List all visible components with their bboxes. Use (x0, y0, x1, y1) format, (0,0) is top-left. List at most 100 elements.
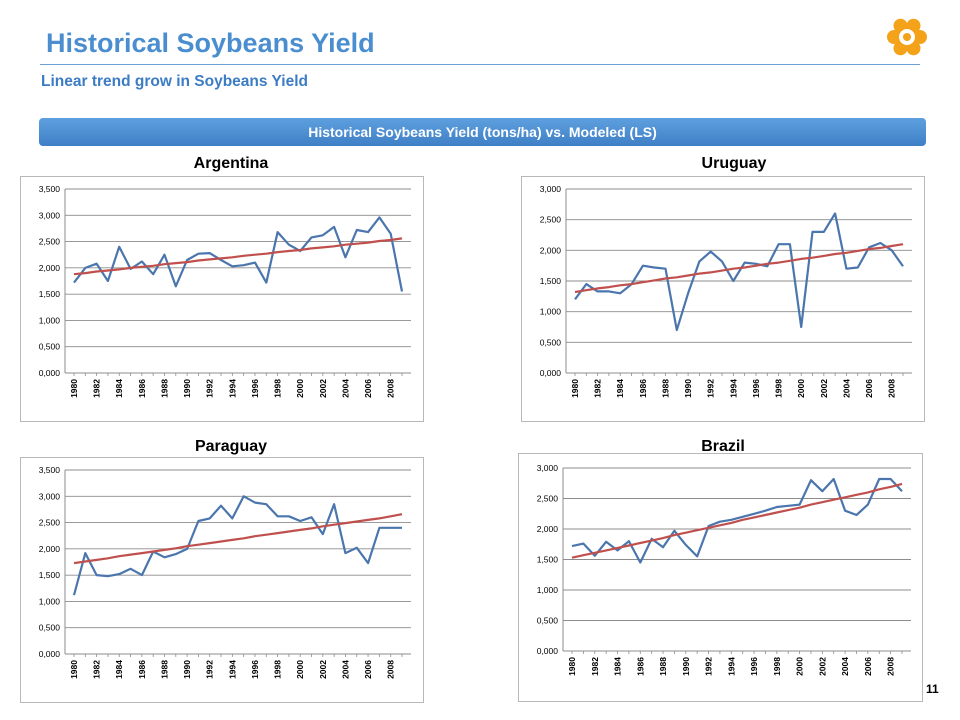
x-tick-label: 1984 (114, 660, 124, 679)
x-tick-label: 2008 (386, 660, 396, 679)
x-tick-label: 2006 (863, 657, 873, 676)
x-tick-label: 2002 (318, 379, 328, 398)
x-tick-label: 1986 (137, 379, 147, 398)
x-tick-label: 1992 (205, 379, 215, 398)
y-tick-label: 0,500 (39, 342, 61, 352)
x-tick-label: 1994 (227, 379, 237, 398)
logo-center (903, 33, 911, 41)
x-tick-label: 1982 (593, 379, 603, 398)
x-tick-label: 1988 (159, 379, 169, 398)
x-tick-label: 1980 (567, 657, 577, 676)
x-tick-label: 2000 (295, 379, 305, 398)
x-tick-label: 1996 (749, 657, 759, 676)
y-tick-label: 0,000 (39, 649, 61, 659)
y-tick-label: 2,000 (537, 524, 559, 534)
y-tick-label: 2,000 (39, 263, 61, 273)
y-tick-label: 3,000 (39, 491, 61, 501)
page-title: Historical Soybeans Yield (46, 28, 375, 58)
x-tick-label: 2004 (340, 379, 350, 398)
x-tick-label: 1982 (92, 660, 102, 679)
y-tick-label: 1,000 (540, 307, 562, 317)
y-tick-label: 0,000 (39, 368, 61, 378)
x-tick-label: 1998 (772, 657, 782, 676)
series-actual-line (574, 212, 904, 332)
y-tick-label: 2,000 (39, 544, 61, 554)
x-tick-label: 1998 (273, 379, 283, 398)
page-subtitle: Linear trend grow in Soybeans Yield (41, 73, 309, 90)
chart-title-brazil: Brazil (701, 438, 745, 455)
y-tick-label: 1,000 (537, 585, 559, 595)
x-tick-label: 1986 (638, 379, 648, 398)
y-tick-label: 2,500 (540, 215, 562, 225)
chart-title-argentina: Argentina (193, 155, 269, 172)
x-tick-label: 1990 (182, 660, 192, 679)
y-tick-label: 1,500 (537, 555, 559, 565)
x-tick-label: 2008 (886, 657, 896, 676)
x-tick-label: 2000 (796, 379, 806, 398)
x-tick-label: 1986 (137, 660, 147, 679)
chart-brazil: 0,000 0,500 1,000 1,500 2,000 2,500 3,000 1980 1… (518, 453, 923, 702)
x-tick-label: 2008 (386, 379, 396, 398)
title-divider (40, 64, 920, 65)
series-actual-line (72, 495, 402, 596)
y-tick-label: 3,000 (540, 184, 562, 194)
chart-uruguay-plot: 0,000 0,500 1,000 1,500 2,000 2,500 3,000 1980 1… (540, 184, 912, 398)
y-tick-label: 1,500 (540, 276, 562, 286)
x-tick-label: 1998 (273, 660, 283, 679)
x-tick-label: 1994 (728, 379, 738, 398)
series-trend-line (73, 237, 403, 276)
x-tick-label: 2004 (840, 657, 850, 676)
x-tick-label: 2000 (295, 660, 305, 679)
x-tick-label: 1988 (159, 660, 169, 679)
y-tick-label: 1,000 (39, 315, 61, 325)
y-tick-label: 2,500 (39, 518, 61, 528)
x-tick-label: 1992 (706, 379, 716, 398)
x-tick-label: 1992 (205, 660, 215, 679)
y-tick-label: 2,000 (540, 245, 562, 255)
x-tick-label: 1988 (658, 657, 668, 676)
series-trend-line (574, 243, 904, 294)
x-tick-label: 1990 (182, 379, 192, 398)
chart-argentina: 0,000 0,500 1,000 1,500 2,000 2,500 3,000 3,500… (20, 176, 424, 422)
x-tick-label: 2006 (363, 660, 373, 679)
section-banner: Historical Soybeans Yield (tons/ha) vs. … (39, 118, 926, 146)
x-tick-label: 2008 (887, 379, 897, 398)
x-tick-label: 1984 (114, 379, 124, 398)
chart-uruguay: 0,000 0,500 1,000 1,500 2,000 2,500 3,000 1980 1… (521, 176, 925, 422)
chart-paraguay-plot: 0,000 0,500 1,000 1,500 2,000 2,500 3,000 3,500… (39, 465, 411, 679)
x-tick-label: 1984 (615, 379, 625, 398)
chart-argentina-plot: 0,000 0,500 1,000 1,500 2,000 2,500 3,000 3,500… (39, 184, 411, 398)
x-tick-label: 2002 (817, 657, 827, 676)
chart-title-uruguay: Uruguay (701, 155, 767, 172)
series-actual-line (571, 477, 903, 564)
x-tick-label: 1996 (250, 660, 260, 679)
x-tick-label: 1996 (751, 379, 761, 398)
x-tick-label: 1992 (704, 657, 714, 676)
x-tick-label: 2002 (819, 379, 829, 398)
y-tick-label: 1,000 (39, 596, 61, 606)
chart-title-paraguay: Paraguay (194, 438, 268, 455)
y-tick-label: 3,500 (39, 184, 61, 194)
x-tick-label: 1990 (683, 379, 693, 398)
y-tick-label: 3,000 (39, 210, 61, 220)
x-tick-label: 1980 (69, 379, 79, 398)
y-tick-label: 0,500 (39, 623, 61, 633)
series-actual-line (73, 216, 404, 292)
y-tick-label: 1,500 (39, 570, 61, 580)
x-tick-label: 1998 (774, 379, 784, 398)
x-tick-label: 1990 (681, 657, 691, 676)
x-tick-label: 2004 (841, 379, 851, 398)
page-number: 11 (926, 682, 939, 696)
y-tick-label: 3,000 (537, 463, 559, 473)
chart-paraguay: 0,000 0,500 1,000 1,500 2,000 2,500 3,000 3,500… (20, 457, 424, 703)
series-trend-line (571, 482, 903, 559)
x-tick-label: 1988 (660, 379, 670, 398)
y-tick-label: 0,000 (537, 646, 559, 656)
y-tick-label: 0,500 (540, 337, 562, 347)
y-tick-label: 2,500 (537, 494, 559, 504)
y-tick-label: 0,500 (537, 616, 559, 626)
y-tick-label: 2,500 (39, 237, 61, 247)
logo-flower-shape (887, 18, 927, 56)
x-tick-label: 1980 (570, 379, 580, 398)
x-tick-label: 1982 (92, 379, 102, 398)
